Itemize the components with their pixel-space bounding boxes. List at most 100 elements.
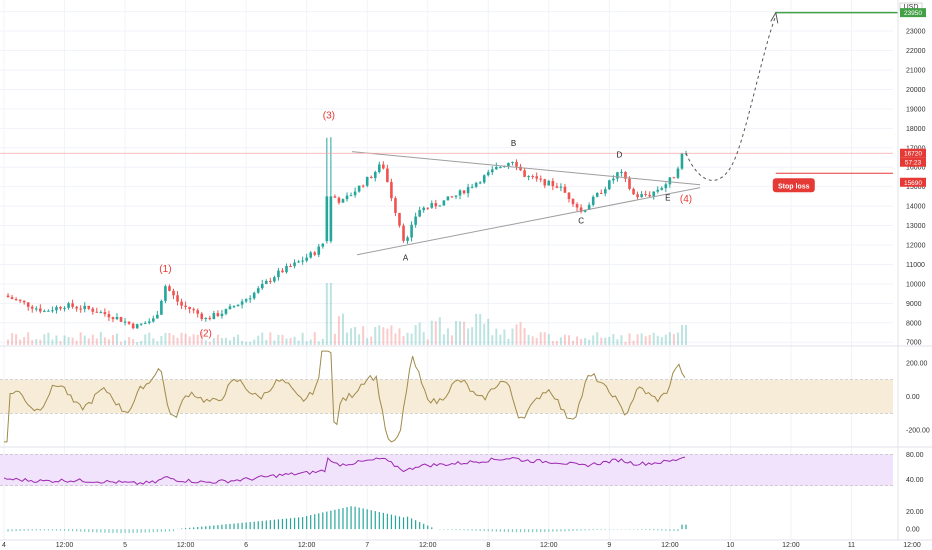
volume-bar	[325, 283, 328, 345]
candle-body	[341, 199, 345, 203]
candle-body	[216, 313, 220, 317]
volume-bar	[358, 334, 361, 345]
volume-bar	[333, 333, 336, 345]
volume-bar	[55, 335, 58, 345]
candle-body	[628, 178, 631, 189]
candle-body	[127, 321, 131, 324]
candle-body	[523, 170, 526, 177]
volume-bar	[640, 333, 643, 345]
volume-bar	[572, 340, 575, 345]
candle-body	[200, 313, 204, 319]
candle-body	[458, 190, 462, 196]
candle-body	[333, 196, 337, 198]
candle-body	[608, 180, 611, 190]
time-tick-label: 6	[244, 542, 248, 549]
volume-bar	[83, 335, 86, 345]
candle-body	[531, 176, 534, 178]
candle-body	[228, 306, 232, 310]
volume-bar	[204, 340, 207, 345]
candle-body	[394, 198, 397, 213]
price-tick-label: 18000	[906, 126, 926, 133]
candle-body	[152, 318, 155, 322]
candle-body	[26, 302, 30, 307]
volume-bar	[446, 328, 449, 345]
time-tick-label: 9	[607, 542, 611, 549]
volume-bar	[511, 328, 514, 345]
volume-bar	[463, 321, 466, 345]
candle-body	[244, 299, 248, 302]
volume-bar	[402, 336, 405, 345]
stop-price-tag-bg	[900, 177, 926, 187]
volume-bar	[398, 328, 401, 345]
time-tick-label: 10	[727, 542, 735, 549]
time-tick-label: 12:00	[298, 542, 316, 549]
time-tick-label: 5	[123, 542, 127, 549]
candle-body	[587, 204, 591, 210]
wave-label: (4)	[680, 194, 692, 205]
volume-bar	[15, 334, 18, 345]
time-tick-label: 7	[365, 542, 369, 549]
candle-body	[644, 194, 647, 196]
candle-body	[252, 292, 256, 299]
candle-body	[539, 178, 543, 180]
volume-bar	[616, 339, 619, 345]
wave-label: (1)	[159, 264, 171, 275]
candle-body	[34, 308, 38, 310]
volume-bar	[426, 339, 429, 345]
candle-body	[321, 243, 325, 247]
volume-bar	[547, 334, 550, 345]
candle-body	[438, 205, 442, 207]
candle-body	[422, 207, 425, 211]
volume-bar	[136, 341, 139, 345]
volume-bar	[551, 341, 554, 345]
candle-body	[535, 176, 538, 179]
cci-tick-label: 0.00	[906, 394, 920, 401]
volume-bar	[120, 341, 123, 345]
volume-bar	[543, 332, 546, 345]
price-tick-label: 10000	[906, 281, 926, 288]
candle-body	[55, 307, 58, 311]
candle-body	[188, 306, 191, 310]
candle-body	[676, 168, 680, 178]
price-tick-label: 15000	[906, 184, 926, 191]
candle-body	[478, 182, 482, 184]
volume-bar	[249, 341, 252, 345]
candle-body	[462, 190, 466, 194]
candle-body	[18, 299, 22, 301]
volume-bar	[132, 339, 135, 345]
candle-body	[123, 321, 127, 323]
volume-bar	[233, 336, 236, 345]
price-tick-label: 7000	[906, 340, 922, 347]
candle-body	[369, 176, 373, 178]
candle-body	[495, 166, 498, 170]
volume-bar	[523, 328, 526, 345]
candle-body	[390, 182, 393, 199]
volume-bar	[265, 339, 268, 345]
candle-body	[75, 306, 78, 309]
candle-body	[668, 177, 672, 185]
volume-bar	[434, 321, 437, 345]
volume-bar	[99, 332, 102, 345]
volume-bar	[450, 335, 453, 345]
last-price-tag: 16720	[904, 151, 922, 158]
candle-body	[612, 178, 615, 181]
volume-bar	[685, 325, 688, 345]
volume-bar	[63, 335, 66, 345]
volume-bar	[563, 334, 566, 345]
candle-body	[482, 175, 486, 183]
countdown-tag: 57:23	[905, 160, 922, 167]
volume-bar	[140, 340, 143, 345]
volume-bar	[180, 332, 183, 345]
candle-body	[285, 266, 288, 273]
volume-bar	[160, 335, 163, 345]
candle-body	[527, 176, 530, 178]
candle-body	[260, 283, 264, 289]
candle-body	[519, 166, 522, 171]
candle-body	[22, 300, 26, 303]
volume-bar	[164, 332, 167, 345]
price-tick-label: 8000	[906, 320, 922, 327]
candle-body	[664, 184, 668, 189]
volume-bar	[59, 341, 62, 345]
currency-label: USD	[904, 4, 919, 11]
